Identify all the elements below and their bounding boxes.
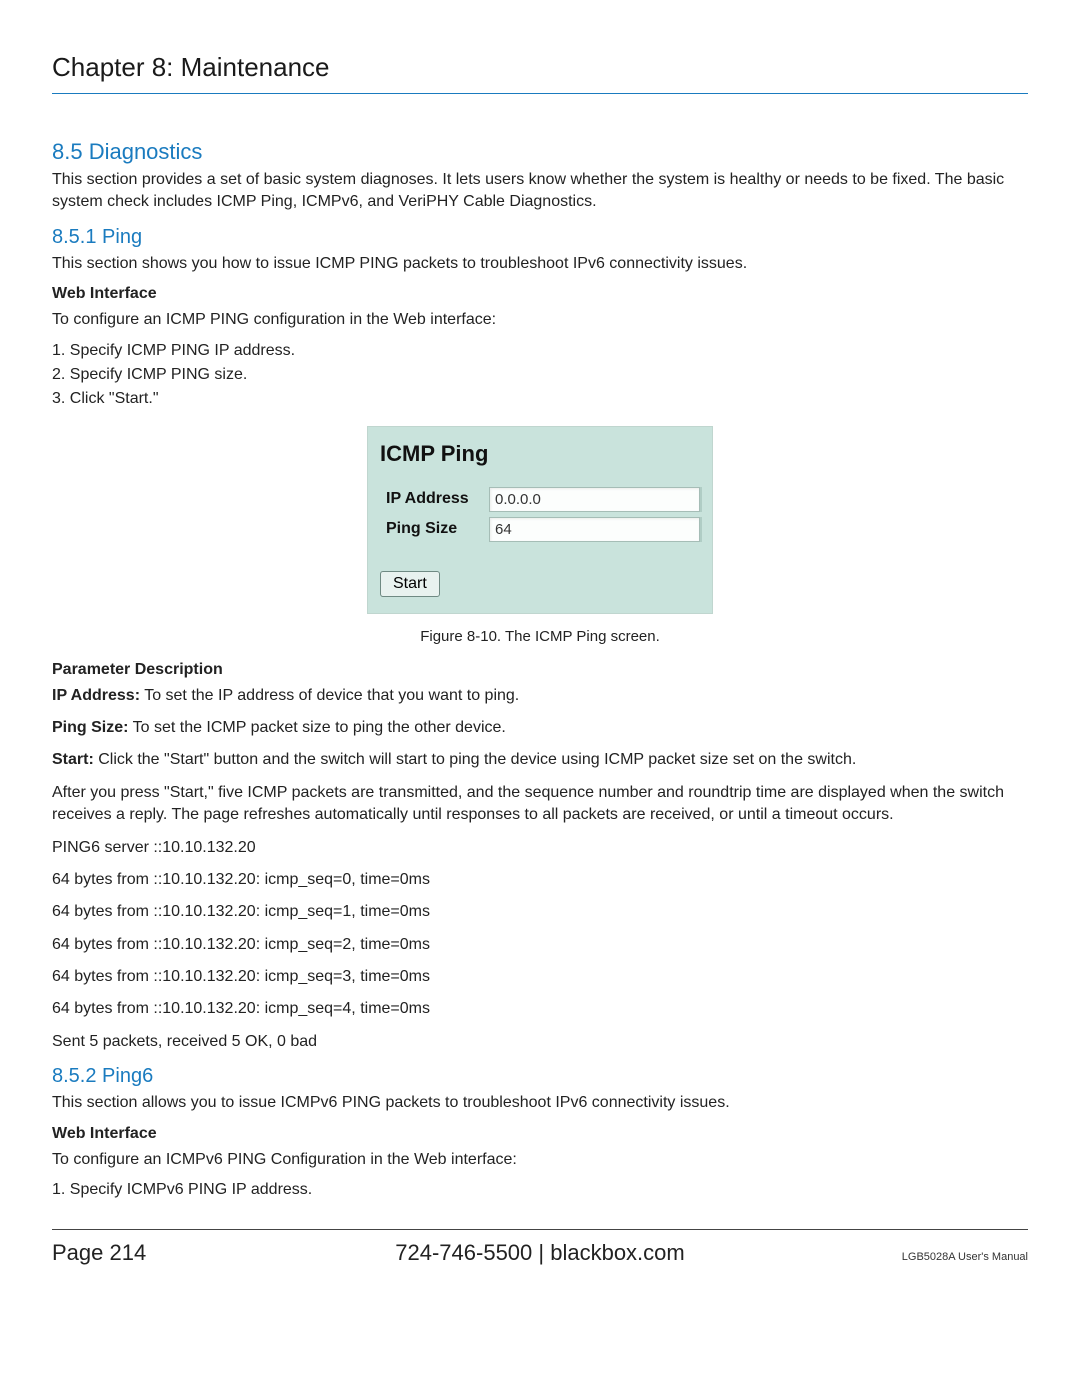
chapter-title: Chapter 8: Maintenance: [52, 52, 1028, 83]
icmp-ip-label: IP Address: [380, 490, 489, 508]
section-ping6-body: This section allows you to issue ICMPv6 …: [52, 1092, 1028, 1114]
param-ping-size: Ping Size: To set the ICMP packet size t…: [52, 717, 1028, 739]
ping6-step-1: 1. Specify ICMPv6 PING IP address.: [52, 1181, 1028, 1199]
section-ping-body: This section shows you how to issue ICMP…: [52, 253, 1028, 275]
ping-step-3: 3. Click "Start.": [52, 390, 1028, 408]
ping-step-2: 2. Specify ICMP PING size.: [52, 366, 1028, 384]
icmp-ping-title: ICMP Ping: [380, 441, 700, 467]
footer-center-text: 724-746-5500 | blackbox.com: [395, 1240, 684, 1266]
page-footer: Page 214 724-746-5500 | blackbox.com LGB…: [52, 1240, 1028, 1266]
ping-output-0: PING6 server ::10.10.132.20: [52, 837, 1028, 859]
ping-step-1: 1. Specify ICMP PING IP address.: [52, 342, 1028, 360]
section-ping6-heading: 8.5.2 Ping6: [52, 1065, 1028, 1088]
ping-output-6: Sent 5 packets, received 5 OK, 0 bad: [52, 1031, 1028, 1053]
ping-output-3: 64 bytes from ::10.10.132.20: icmp_seq=2…: [52, 934, 1028, 956]
ping6-web-interface-intro: To configure an ICMPv6 PING Configuratio…: [52, 1149, 1028, 1171]
ping-output-2: 64 bytes from ::10.10.132.20: icmp_seq=1…: [52, 901, 1028, 923]
param-ip-address-label: IP Address:: [52, 687, 140, 704]
web-interface-intro: To configure an ICMP PING configuration …: [52, 309, 1028, 331]
footer-page-number: Page 214: [52, 1240, 146, 1266]
icmp-size-row: Ping Size: [380, 517, 700, 542]
web-interface-heading: Web Interface: [52, 285, 1028, 303]
icmp-ip-input[interactable]: [489, 487, 700, 512]
ping6-web-interface-heading: Web Interface: [52, 1125, 1028, 1143]
parameter-description-heading: Parameter Description: [52, 661, 1028, 679]
icmp-ping-panel: ICMP Ping IP Address Ping Size Start: [367, 426, 713, 614]
param-ip-address-text: To set the IP address of device that you…: [140, 687, 519, 704]
param-ping-size-text: To set the ICMP packet size to ping the …: [128, 719, 505, 736]
ping-output-5: 64 bytes from ::10.10.132.20: icmp_seq=4…: [52, 998, 1028, 1020]
param-ping-size-label: Ping Size:: [52, 719, 128, 736]
section-ping-heading: 8.5.1 Ping: [52, 226, 1028, 249]
chapter-rule: [52, 93, 1028, 94]
param-after-start: After you press "Start," five ICMP packe…: [52, 782, 1028, 827]
param-ip-address: IP Address: To set the IP address of dev…: [52, 685, 1028, 707]
footer-manual-label: LGB5028A User's Manual: [902, 1251, 1028, 1263]
section-diagnostics-body: This section provides a set of basic sys…: [52, 169, 1028, 214]
ping-output-4: 64 bytes from ::10.10.132.20: icmp_seq=3…: [52, 966, 1028, 988]
param-start: Start: Click the "Start" button and the …: [52, 749, 1028, 771]
icmp-start-button[interactable]: Start: [380, 571, 440, 597]
footer-rule: [52, 1229, 1028, 1230]
section-diagnostics-heading: 8.5 Diagnostics: [52, 139, 1028, 165]
icmp-ip-row: IP Address: [380, 487, 700, 512]
param-start-label: Start:: [52, 751, 94, 768]
param-start-text: Click the "Start" button and the switch …: [94, 751, 857, 768]
ping-output-1: 64 bytes from ::10.10.132.20: icmp_seq=0…: [52, 869, 1028, 891]
figure-caption: Figure 8-10. The ICMP Ping screen.: [52, 628, 1028, 645]
icmp-size-label: Ping Size: [380, 520, 489, 538]
icmp-size-input[interactable]: [489, 517, 700, 542]
